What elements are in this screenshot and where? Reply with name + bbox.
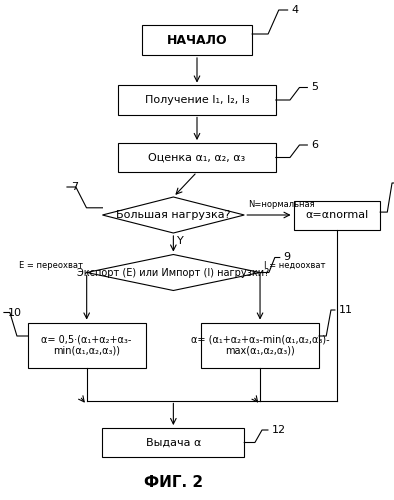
Text: N=нормальная: N=нормальная xyxy=(248,200,315,209)
Text: α= (α₁+α₂+α₃-min(α₁,α₂,α₃)-
max(α₁,α₂,α₃)): α= (α₁+α₂+α₃-min(α₁,α₂,α₃)- max(α₁,α₂,α₃… xyxy=(191,334,329,356)
Text: 11: 11 xyxy=(339,305,353,315)
Text: Большая нагрузка?: Большая нагрузка? xyxy=(116,210,230,220)
Text: 6: 6 xyxy=(311,140,318,150)
FancyBboxPatch shape xyxy=(28,322,146,368)
Text: 5: 5 xyxy=(311,82,318,92)
FancyBboxPatch shape xyxy=(118,143,276,172)
FancyBboxPatch shape xyxy=(201,322,319,368)
Text: α=αnormal: α=αnormal xyxy=(305,210,368,220)
FancyBboxPatch shape xyxy=(102,428,244,457)
FancyBboxPatch shape xyxy=(118,86,276,114)
Text: Выдача α: Выдача α xyxy=(146,438,201,448)
Text: α= 0,5·(α₁+α₂+α₃-
min(α₁,α₂,α₃)): α= 0,5·(α₁+α₂+α₃- min(α₁,α₂,α₃)) xyxy=(41,334,132,356)
Text: 12: 12 xyxy=(272,425,286,435)
Text: Оценка α₁, α₂, α₃: Оценка α₁, α₂, α₃ xyxy=(149,152,245,162)
Polygon shape xyxy=(102,197,244,233)
Text: E = переохват: E = переохват xyxy=(19,261,83,270)
Text: 7: 7 xyxy=(71,182,78,192)
Text: Получение I₁, I₂, I₃: Получение I₁, I₂, I₃ xyxy=(145,95,249,105)
Text: НАЧАЛО: НАЧАЛО xyxy=(167,34,227,46)
Text: I = недоохват: I = недоохват xyxy=(264,261,325,270)
FancyBboxPatch shape xyxy=(294,200,380,230)
Text: Экспорт (Е) или Импорт (I) нагрузки?: Экспорт (Е) или Импорт (I) нагрузки? xyxy=(77,268,269,278)
Polygon shape xyxy=(87,254,260,290)
Text: Y: Y xyxy=(177,236,184,246)
Text: 4: 4 xyxy=(292,5,299,15)
Text: ФИГ. 2: ФИГ. 2 xyxy=(144,475,203,490)
FancyBboxPatch shape xyxy=(142,25,252,55)
Text: 9: 9 xyxy=(284,252,291,262)
Text: 10: 10 xyxy=(8,308,22,318)
